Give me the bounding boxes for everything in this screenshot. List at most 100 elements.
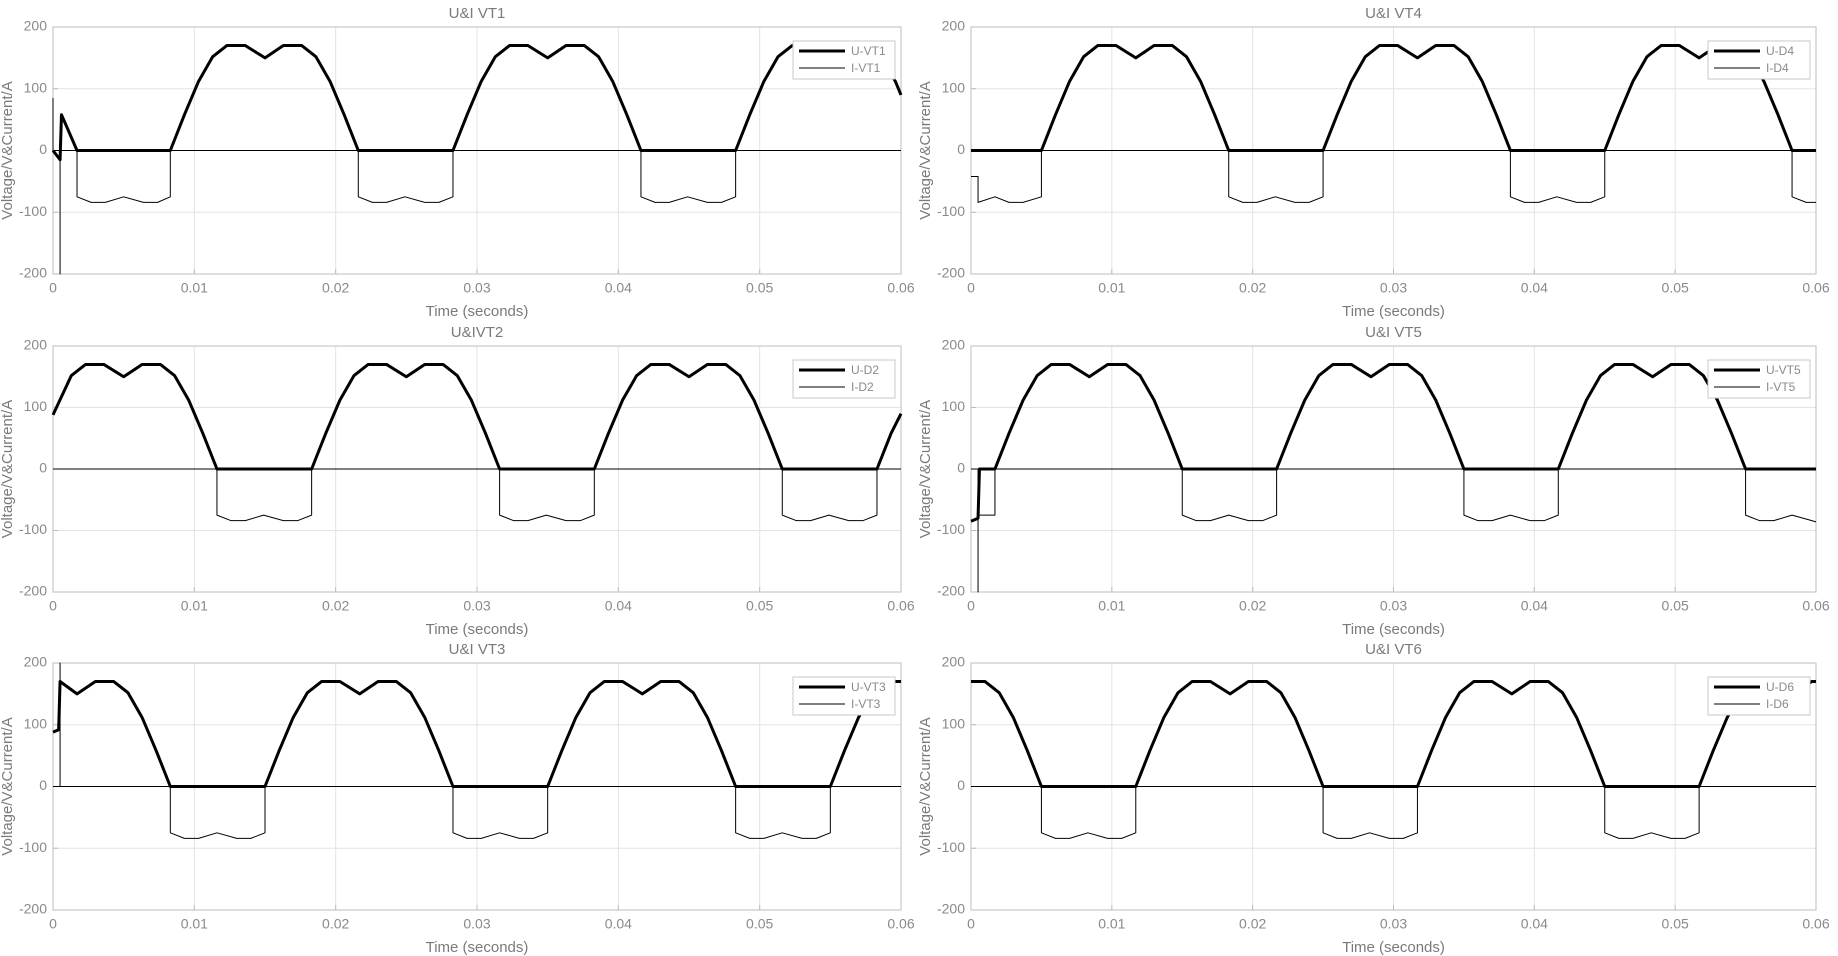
y-tick-label: 0 bbox=[39, 460, 47, 476]
y-tick-label: -100 bbox=[937, 203, 965, 219]
subplot: 0 0.01 0.02 0.03 0.04 0.05 0.06 -200 -100 0 100 200… bbox=[0, 324, 915, 638]
legend-label: I-D6 bbox=[1766, 697, 1789, 711]
y-axis-label: Voltage/V&Current/A bbox=[917, 400, 934, 538]
series-line bbox=[971, 786, 1816, 839]
legend-box bbox=[1707, 40, 1811, 80]
x-tick-label: 0.02 bbox=[322, 280, 349, 296]
y-tick-label: 200 bbox=[24, 654, 48, 670]
x-tick-label: 0.04 bbox=[1521, 598, 1548, 614]
chart-title: U&I VT5 bbox=[1365, 324, 1422, 341]
x-tick-label: 0.02 bbox=[322, 598, 349, 614]
x-tick-label: 0.04 bbox=[605, 598, 632, 614]
x-tick-label: 0 bbox=[967, 598, 975, 614]
legend-box bbox=[792, 40, 896, 80]
x-tick-label: 0 bbox=[49, 598, 57, 614]
subplot: 0 0.01 0.02 0.03 0.04 0.05 0.06 -200 -100 0 100 200… bbox=[917, 5, 1830, 320]
y-tick-label: 100 bbox=[942, 398, 966, 414]
y-axis-label: Voltage/V&Current/A bbox=[917, 717, 934, 855]
x-tick-label: 0.05 bbox=[1662, 916, 1689, 932]
legend-label: I-VT3 bbox=[851, 697, 881, 711]
chart-title: U&I VT3 bbox=[449, 641, 506, 658]
y-tick-label: -200 bbox=[19, 901, 47, 917]
y-tick-label: -200 bbox=[19, 583, 47, 599]
series-line bbox=[971, 468, 1817, 593]
x-tick-label: 0.03 bbox=[463, 916, 490, 932]
y-axis-label: Voltage/V&Current/A bbox=[917, 81, 934, 219]
x-tick-label: 0.06 bbox=[887, 598, 914, 614]
x-tick-label: 0.05 bbox=[746, 598, 773, 614]
series-line bbox=[971, 680, 1816, 788]
y-tick-label: 0 bbox=[957, 777, 965, 793]
legend-box bbox=[792, 359, 896, 399]
x-tick-label: 0.02 bbox=[1239, 916, 1266, 932]
y-tick-label: -100 bbox=[19, 839, 47, 855]
series-line bbox=[970, 362, 1816, 523]
series-line bbox=[51, 362, 903, 471]
legend-box bbox=[792, 676, 896, 716]
x-axis-label: Time (seconds) bbox=[1342, 303, 1445, 320]
legend-label: U-VT3 bbox=[851, 680, 886, 694]
x-tick-label: 0.03 bbox=[1380, 916, 1407, 932]
x-axis-label: Time (seconds) bbox=[426, 939, 529, 956]
x-tick-label: 0.05 bbox=[746, 916, 773, 932]
x-tick-label: 0.01 bbox=[1098, 280, 1125, 296]
subplot: 0 0.01 0.02 0.03 0.04 0.05 0.06 -200 -100 0 100 200… bbox=[917, 641, 1830, 956]
x-tick-label: 0.05 bbox=[1662, 280, 1689, 296]
legend-label: I-VT1 bbox=[851, 61, 881, 75]
x-tick-label: 0.04 bbox=[605, 280, 632, 296]
legend-label: I-VT5 bbox=[1766, 380, 1796, 394]
x-tick-label: 0.01 bbox=[181, 916, 208, 932]
subplot: 0 0.01 0.02 0.03 0.04 0.05 0.06 -200 -100 0 100 200… bbox=[917, 324, 1830, 638]
y-tick-label: 200 bbox=[24, 337, 48, 353]
x-tick-label: 0.02 bbox=[322, 916, 349, 932]
y-tick-label: -100 bbox=[937, 839, 965, 855]
chart-title: U&I VT1 bbox=[449, 5, 506, 22]
y-axis-label: Voltage/V&Current/A bbox=[0, 81, 16, 219]
legend-label: I-D4 bbox=[1766, 61, 1789, 75]
y-tick-label: 0 bbox=[39, 777, 47, 793]
series-line bbox=[52, 98, 901, 275]
x-tick-label: 0.03 bbox=[463, 280, 490, 296]
chart-title: U&I VT6 bbox=[1365, 641, 1422, 658]
chart-title: U&I VT4 bbox=[1365, 5, 1422, 22]
y-tick-label: -200 bbox=[937, 265, 965, 281]
y-axis-label: Voltage/V&Current/A bbox=[0, 717, 16, 855]
series-line bbox=[53, 468, 901, 522]
x-tick-label: 0.03 bbox=[1380, 598, 1407, 614]
x-tick-label: 0.06 bbox=[887, 280, 914, 296]
x-tick-label: 0.06 bbox=[887, 916, 914, 932]
x-tick-label: 0.01 bbox=[1098, 916, 1125, 932]
series-line bbox=[53, 662, 901, 839]
legend-box bbox=[1707, 359, 1811, 399]
y-tick-label: 0 bbox=[957, 141, 965, 157]
y-tick-label: 200 bbox=[24, 18, 48, 34]
x-tick-label: 0.03 bbox=[463, 598, 490, 614]
x-tick-label: 0 bbox=[49, 280, 57, 296]
y-tick-label: -100 bbox=[19, 521, 47, 537]
legend-label: U-VT5 bbox=[1766, 363, 1801, 377]
series-line bbox=[971, 44, 1816, 152]
series-line bbox=[52, 680, 901, 788]
x-tick-label: 0.04 bbox=[605, 916, 632, 932]
y-tick-label: 200 bbox=[942, 337, 966, 353]
y-tick-label: 100 bbox=[942, 79, 966, 95]
x-tick-label: 0.05 bbox=[746, 280, 773, 296]
x-tick-label: 0.06 bbox=[1802, 916, 1829, 932]
y-tick-label: 0 bbox=[957, 460, 965, 476]
x-tick-label: 0.01 bbox=[181, 598, 208, 614]
series-line bbox=[971, 150, 1816, 203]
x-tick-label: 0.06 bbox=[1802, 598, 1829, 614]
y-tick-label: -200 bbox=[937, 583, 965, 599]
legend-label: I-D2 bbox=[851, 380, 874, 394]
x-tick-label: 0.01 bbox=[1098, 598, 1125, 614]
x-axis-label: Time (seconds) bbox=[1342, 621, 1445, 638]
y-tick-label: 100 bbox=[942, 715, 966, 731]
y-tick-label: -100 bbox=[19, 203, 47, 219]
y-tick-label: -200 bbox=[937, 901, 965, 917]
x-tick-label: 0.02 bbox=[1239, 280, 1266, 296]
x-tick-label: 0.04 bbox=[1521, 280, 1548, 296]
y-tick-label: 100 bbox=[24, 398, 48, 414]
x-tick-label: 0 bbox=[967, 280, 975, 296]
